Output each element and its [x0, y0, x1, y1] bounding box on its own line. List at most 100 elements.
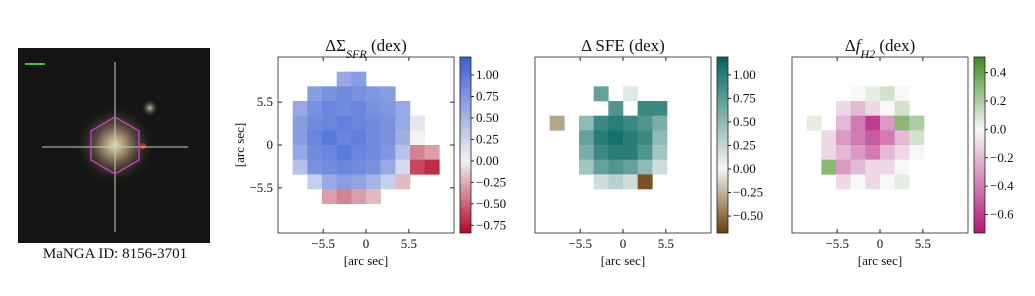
heatmap-cell [850, 115, 866, 131]
heatmap-cell [821, 159, 837, 175]
heatmap-cell [322, 145, 337, 160]
heatmap-cell [865, 145, 881, 160]
x-tick-label: 5.5 [658, 236, 674, 251]
colorbar-tick-label: −0.50 [733, 208, 763, 223]
heatmap-cell [593, 86, 609, 102]
heatmap-cell [395, 159, 411, 175]
heatmap-cell [836, 101, 851, 116]
heatmap-cell [894, 159, 910, 175]
colorbar-tick-label: 0.4 [990, 65, 1007, 80]
heatmap-cell [909, 145, 925, 160]
heatmap-cell [336, 174, 352, 190]
colorbar [716, 56, 729, 234]
heatmap-cell [623, 130, 638, 146]
heatmap-cell [424, 159, 440, 175]
heatmap-cell [821, 145, 837, 160]
title-part: (dex) [875, 36, 915, 55]
x-tick-label: −5.5 [568, 236, 592, 251]
heatmap-cell [292, 130, 308, 146]
colorbar [459, 56, 472, 234]
colorbar-tick-label: −0.6 [990, 207, 1014, 222]
heatmap-cell [336, 101, 352, 116]
heatmap-cell [395, 101, 411, 116]
heatmap-cell [909, 130, 925, 146]
heatmap-cell [865, 101, 881, 116]
title-part: (dex) [367, 36, 407, 55]
heatmap-cell [380, 174, 396, 190]
colorbar-tick-label: −0.25 [733, 185, 763, 200]
heatmap-cell [894, 145, 910, 160]
colorbar-tick-label: 0.00 [476, 153, 499, 168]
colorbar-tick-label: 0.25 [733, 137, 756, 152]
heatmap-cell [579, 130, 594, 146]
heatmap-cell [366, 145, 381, 160]
heatmap-cell [880, 130, 895, 146]
heatmap-cell [593, 174, 609, 190]
heatmap-cell [608, 115, 624, 131]
heatmap-cell [608, 130, 624, 146]
heatmap-cell [322, 174, 337, 190]
heatmap-cell [549, 115, 565, 131]
heatmap-cell [865, 159, 881, 175]
x-axis-label: [arc sec] [601, 253, 645, 268]
heatmap-cell [292, 159, 308, 175]
heatmap-cell [652, 159, 668, 175]
heatmap-cell [850, 101, 866, 116]
heatmap-cell [366, 101, 381, 116]
heatmap-cell [351, 145, 367, 160]
heatmap-cell [652, 145, 668, 160]
heatmap-cell [351, 71, 367, 87]
x-tick-label: 0 [620, 236, 627, 251]
heatmap-cell [336, 145, 352, 160]
heatmap-cell [865, 174, 881, 190]
heatmap-cell [351, 101, 367, 116]
heatmap-cell [395, 130, 411, 146]
heatmap-cell [410, 159, 425, 175]
heatmap-cell [623, 174, 638, 190]
heatmap-cell [292, 145, 308, 160]
heatmap-cell [322, 189, 337, 204]
heatmap-cell [366, 130, 381, 146]
heatmap-cell [880, 86, 895, 102]
heatmap-cell [322, 130, 337, 146]
heatmap-cell [579, 115, 594, 131]
heatmap-cell [380, 101, 396, 116]
heatmap-cell [351, 189, 367, 204]
heatmap-cell [322, 86, 337, 102]
y-tick-label: 5.5 [257, 94, 273, 109]
heatmap-cell [410, 130, 425, 146]
colorbar-tick-label: −0.2 [990, 150, 1014, 165]
heatmap-cell [366, 189, 381, 204]
heatmap-cell [292, 115, 308, 131]
x-axis-label: [arc sec] [344, 253, 388, 268]
heatmap-cell [836, 145, 851, 160]
heatmap-cell [380, 115, 396, 131]
heatmap-cell [307, 101, 323, 116]
heatmap-cell [410, 115, 425, 131]
heatmap-cell [637, 174, 653, 190]
heatmap-cell [351, 159, 367, 175]
heatmap-cell [637, 145, 653, 160]
heatmap-cell [850, 159, 866, 175]
heatmap-cell [821, 130, 837, 146]
heatmap-cell [637, 130, 653, 146]
heatmap-cell [880, 101, 895, 116]
colorbar-tick-label: −0.50 [476, 196, 506, 211]
y-tick-label: −5.5 [249, 180, 273, 195]
y-tick-label: 0 [267, 137, 274, 152]
x-tick-label: 0 [363, 236, 370, 251]
title-part: Δ SFE (dex) [581, 36, 665, 55]
heatmap-cell [336, 159, 352, 175]
colorbar-tick-label: −0.4 [990, 178, 1014, 193]
heatmap-cell [395, 115, 411, 131]
heatmap-cell [652, 101, 668, 116]
colorbar-tick-label: 0.0 [990, 121, 1006, 136]
heatmap-cell [380, 159, 396, 175]
heatmap-cell [336, 86, 352, 102]
heatmap-cell [380, 86, 396, 102]
heatmap-cell [593, 145, 609, 160]
colorbar-tick-label: 0.75 [733, 90, 756, 105]
heatmap-cell [336, 71, 352, 87]
heatmap-cell [593, 115, 609, 131]
